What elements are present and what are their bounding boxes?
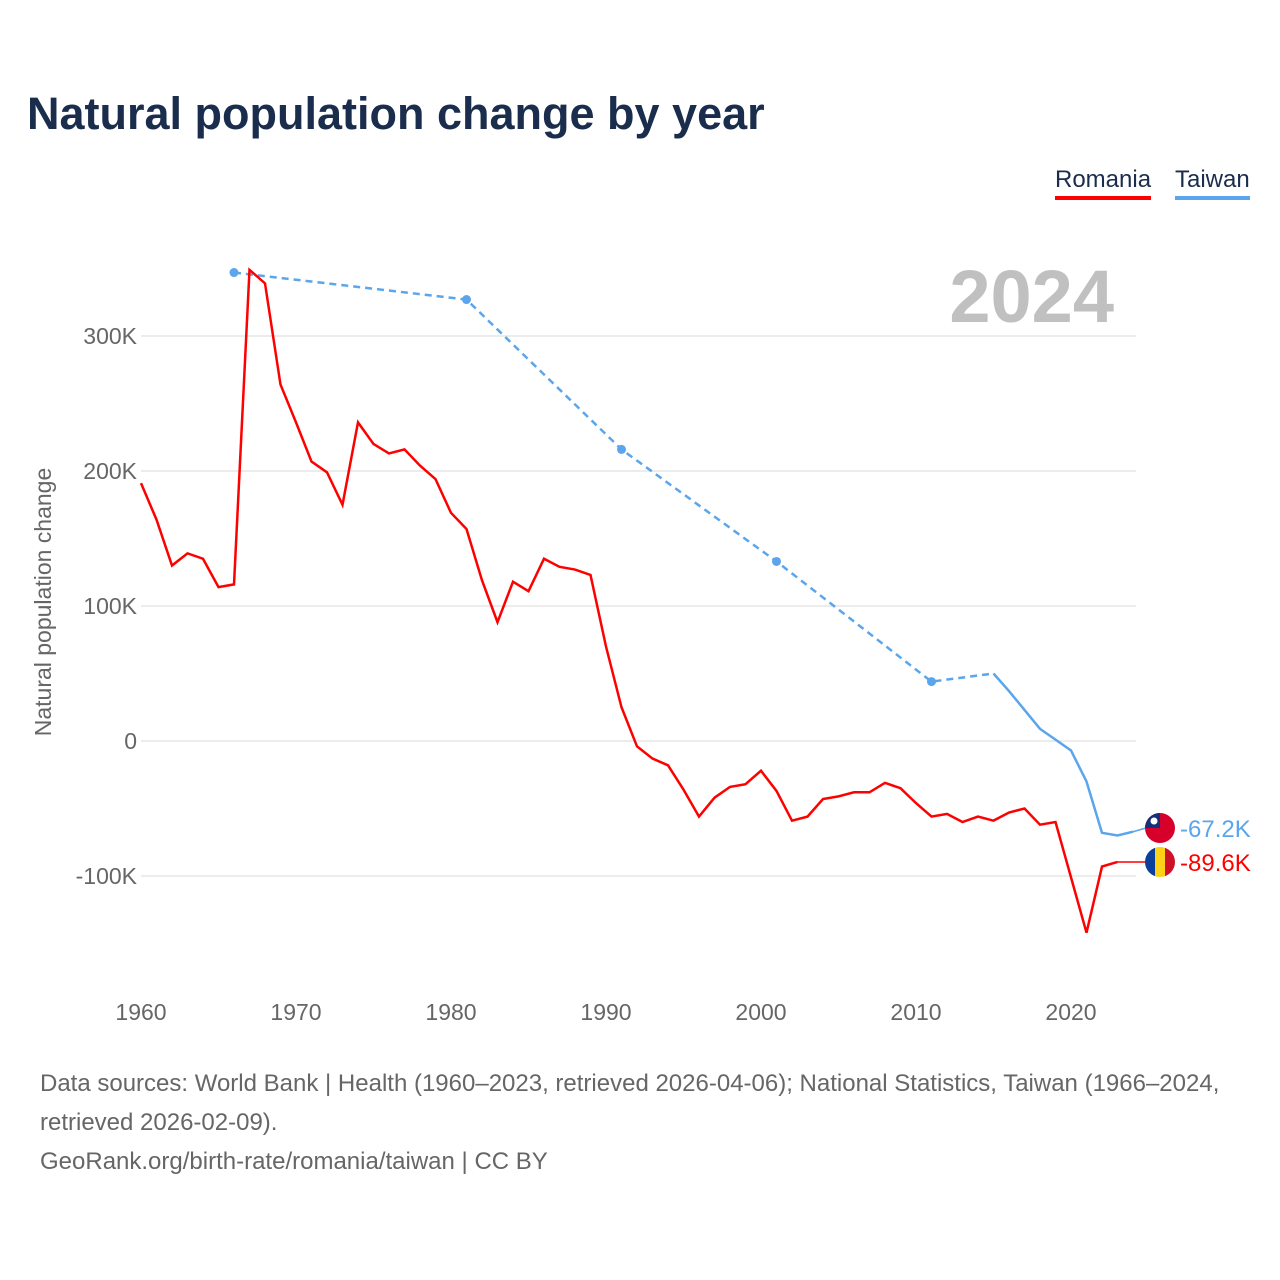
romania-line bbox=[139, 267, 1118, 934]
flag bbox=[1145, 813, 1175, 843]
data-sources: Data sources: World Bank | Health (1960–… bbox=[40, 1070, 1220, 1136]
taiwan-connector bbox=[1132, 827, 1147, 833]
x-tick-label: 2020 bbox=[1045, 999, 1096, 1025]
romania-end-label: -89.6K bbox=[1180, 850, 1251, 877]
x-tick-label: 1960 bbox=[115, 999, 166, 1025]
flag bbox=[1145, 847, 1175, 877]
x-tick-label: 2010 bbox=[890, 999, 941, 1025]
y-axis-label: Natural population change bbox=[30, 468, 56, 737]
taiwan-line-dashed bbox=[233, 271, 994, 683]
taiwan-end-label: -67.2K bbox=[1180, 816, 1251, 843]
source-link[interactable]: GeoRank.org/birth-rate/romania/taiwan | … bbox=[40, 1148, 548, 1175]
taiwan-point bbox=[772, 556, 781, 566]
y-tick-label: 300K bbox=[83, 323, 137, 349]
legend-taiwan[interactable]: Taiwan bbox=[1175, 166, 1250, 200]
flag-blue bbox=[1145, 847, 1155, 877]
year-watermark: 2024 bbox=[949, 255, 1114, 338]
flag-sun bbox=[1150, 817, 1158, 825]
y-tick-label: 100K bbox=[83, 593, 137, 619]
x-tick-label: 1970 bbox=[270, 999, 321, 1025]
chart-title: Natural population change by year bbox=[27, 88, 765, 139]
taiwan-point bbox=[229, 268, 239, 278]
y-tick-label: -100K bbox=[76, 863, 138, 889]
flag-yellow bbox=[1155, 847, 1165, 877]
x-tick-label: 2000 bbox=[735, 999, 786, 1025]
x-tick-label: 1980 bbox=[425, 999, 476, 1025]
y-tick-label: 0 bbox=[124, 728, 137, 754]
y-tick-label: 200K bbox=[83, 458, 137, 484]
taiwan-flag-icon bbox=[1145, 813, 1175, 843]
x-tick-label: 1990 bbox=[580, 999, 631, 1025]
footer: Data sources: World Bank | Health (1960–… bbox=[40, 1064, 1250, 1181]
taiwan-line bbox=[992, 672, 1134, 837]
taiwan-point bbox=[617, 444, 626, 454]
chart-plot: 2024 -100K 0 100K 200K 300K 1960 1970 1980 1990 20… bbox=[30, 255, 1251, 1025]
legend-romania[interactable]: Romania bbox=[1055, 166, 1152, 200]
taiwan-point bbox=[462, 295, 471, 305]
romania-flag-icon bbox=[1145, 847, 1175, 877]
taiwan-point bbox=[927, 677, 936, 687]
flag-red bbox=[1165, 847, 1175, 877]
